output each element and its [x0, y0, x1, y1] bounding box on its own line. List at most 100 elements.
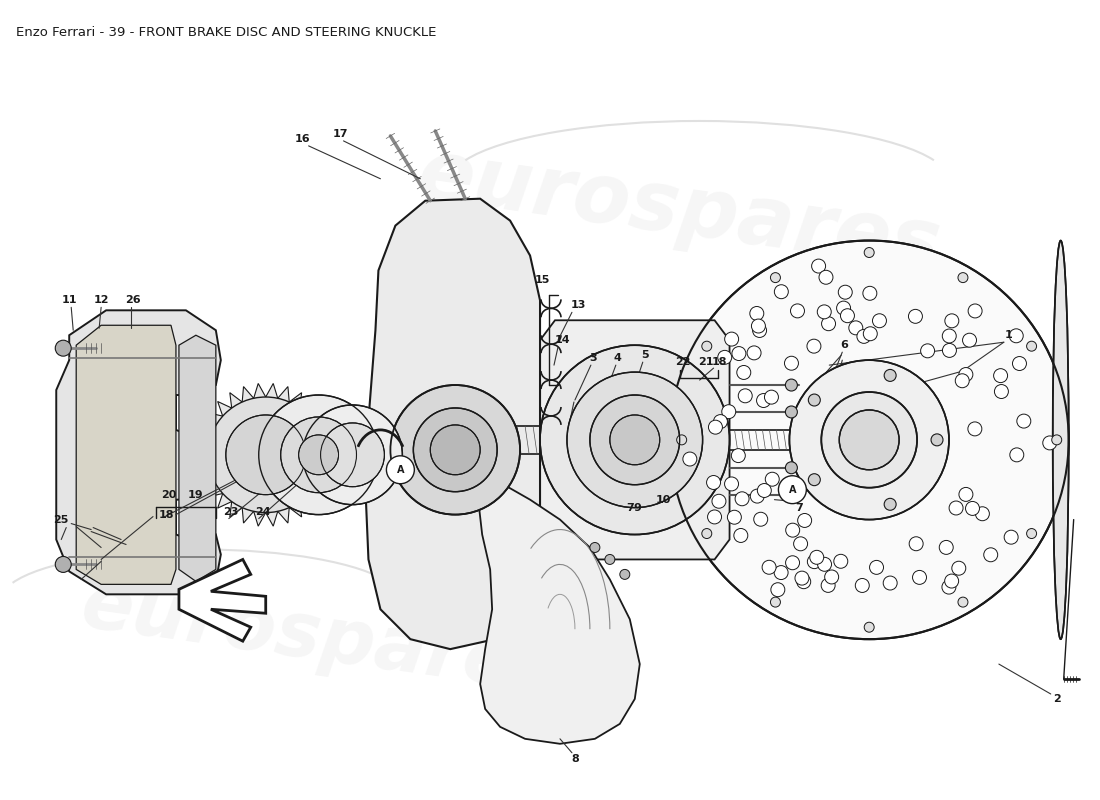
Circle shape	[865, 622, 874, 632]
Circle shape	[738, 389, 752, 402]
Circle shape	[817, 558, 832, 571]
Text: 12: 12	[94, 295, 109, 306]
Text: 14: 14	[556, 335, 571, 346]
Circle shape	[1043, 436, 1057, 450]
Circle shape	[793, 537, 807, 550]
Circle shape	[714, 414, 727, 429]
Circle shape	[862, 286, 877, 300]
Circle shape	[1016, 414, 1031, 428]
Circle shape	[968, 304, 982, 318]
Circle shape	[590, 395, 680, 485]
Text: 7: 7	[626, 502, 634, 513]
Circle shape	[820, 270, 833, 284]
Circle shape	[414, 408, 497, 492]
Circle shape	[945, 574, 958, 588]
Circle shape	[817, 305, 832, 319]
Circle shape	[752, 323, 767, 338]
Text: 22: 22	[675, 357, 691, 367]
Circle shape	[909, 310, 923, 323]
Circle shape	[808, 474, 821, 486]
Circle shape	[609, 415, 660, 465]
Circle shape	[942, 580, 956, 594]
Circle shape	[840, 309, 855, 322]
Circle shape	[774, 566, 788, 579]
Circle shape	[939, 541, 954, 554]
Text: 6: 6	[840, 340, 848, 350]
Circle shape	[959, 367, 972, 382]
Text: 26: 26	[125, 295, 141, 306]
Text: eurospares: eurospares	[414, 134, 946, 287]
Circle shape	[785, 462, 798, 474]
Circle shape	[702, 529, 712, 538]
Circle shape	[727, 510, 741, 524]
Text: A: A	[397, 465, 404, 474]
Circle shape	[1004, 530, 1019, 544]
Circle shape	[430, 425, 481, 474]
Circle shape	[390, 385, 520, 514]
Polygon shape	[540, 320, 729, 559]
Circle shape	[718, 350, 732, 364]
Circle shape	[884, 498, 896, 510]
Circle shape	[959, 487, 972, 502]
Circle shape	[566, 372, 703, 508]
Circle shape	[1010, 329, 1023, 342]
Circle shape	[790, 360, 949, 519]
Circle shape	[838, 286, 853, 299]
Circle shape	[1052, 435, 1062, 445]
Text: 17: 17	[333, 129, 349, 139]
Circle shape	[983, 548, 998, 562]
Circle shape	[683, 452, 696, 466]
Circle shape	[750, 489, 764, 503]
Text: 15: 15	[535, 275, 550, 286]
Text: 25: 25	[54, 514, 69, 525]
Circle shape	[966, 502, 979, 515]
Circle shape	[1026, 529, 1036, 538]
Text: 20: 20	[162, 490, 177, 500]
Circle shape	[707, 510, 722, 524]
Circle shape	[856, 578, 869, 593]
Text: A: A	[789, 485, 796, 494]
Text: 2: 2	[1053, 694, 1060, 704]
Circle shape	[994, 385, 1009, 398]
Text: 7: 7	[795, 502, 803, 513]
Circle shape	[770, 273, 780, 282]
Circle shape	[976, 506, 989, 521]
Circle shape	[798, 514, 812, 527]
Circle shape	[540, 345, 729, 534]
Circle shape	[857, 330, 871, 343]
Circle shape	[302, 405, 403, 505]
Circle shape	[1012, 357, 1026, 370]
Circle shape	[706, 475, 721, 490]
Circle shape	[812, 259, 826, 273]
Text: 16: 16	[295, 134, 310, 144]
Circle shape	[771, 582, 784, 597]
Circle shape	[737, 366, 751, 379]
Circle shape	[958, 273, 968, 282]
Circle shape	[208, 397, 323, 513]
Text: 13: 13	[570, 300, 585, 310]
Circle shape	[822, 392, 917, 488]
Text: 3: 3	[590, 353, 596, 363]
Circle shape	[810, 550, 824, 564]
Circle shape	[837, 301, 850, 315]
Circle shape	[779, 476, 806, 504]
Polygon shape	[179, 335, 216, 582]
Circle shape	[785, 556, 800, 570]
Circle shape	[298, 435, 339, 474]
Text: 4: 4	[614, 353, 622, 363]
Circle shape	[796, 574, 811, 589]
Circle shape	[1026, 342, 1036, 351]
Circle shape	[958, 597, 968, 607]
Polygon shape	[179, 559, 266, 641]
Circle shape	[722, 405, 736, 418]
Circle shape	[280, 417, 356, 493]
Circle shape	[931, 434, 943, 446]
Circle shape	[962, 334, 977, 347]
Polygon shape	[56, 310, 221, 594]
Text: 24: 24	[255, 506, 271, 517]
Circle shape	[822, 578, 835, 592]
Text: 19: 19	[188, 490, 204, 500]
Circle shape	[774, 285, 789, 298]
Circle shape	[883, 576, 898, 590]
Circle shape	[676, 435, 686, 445]
